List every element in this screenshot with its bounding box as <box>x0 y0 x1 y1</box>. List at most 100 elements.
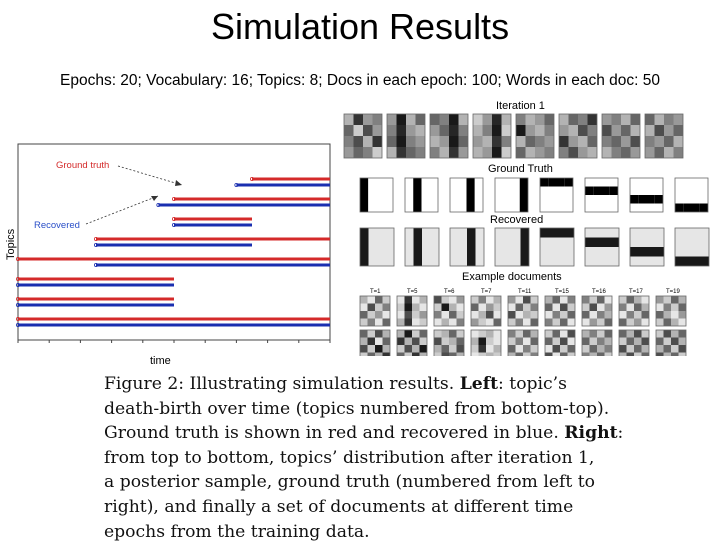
heat-cell <box>545 330 553 338</box>
heat-cell <box>589 311 597 319</box>
heat-cell <box>656 345 664 353</box>
heat-cell <box>656 330 664 338</box>
recovered-topic-grid <box>449 227 485 267</box>
heat-cell <box>655 228 664 238</box>
heat-cell <box>663 352 671 356</box>
heat-cell <box>439 147 449 158</box>
ground-truth-start-marker <box>15 316 20 321</box>
heat-cell <box>466 203 475 212</box>
heat-cell <box>367 337 375 345</box>
heat-cell <box>512 237 521 247</box>
heat-cell <box>655 256 664 266</box>
heat-cell <box>475 256 484 266</box>
heat-cell <box>360 345 368 353</box>
heat-cell <box>382 318 390 326</box>
grid-frame <box>674 227 710 267</box>
heat-cell <box>415 136 425 147</box>
heat-cell <box>675 178 684 187</box>
heat-cell <box>540 178 549 187</box>
heat-cell <box>525 147 535 158</box>
heat-cell <box>467 228 476 238</box>
heat-cell <box>475 228 484 238</box>
recovered-start-marker <box>94 243 99 248</box>
doc-time-label: T=17 <box>629 289 644 295</box>
heat-cell <box>582 337 590 345</box>
heat-cell <box>382 303 390 311</box>
heat-cell <box>449 296 457 304</box>
ground-truth-topic-grid <box>359 177 394 213</box>
heat-cell <box>360 195 369 204</box>
heat-cell <box>589 303 597 311</box>
heat-cell <box>503 186 512 195</box>
heat-cell <box>515 303 523 311</box>
heat-cell <box>375 330 383 338</box>
heat-cell <box>492 136 502 147</box>
heat-cell <box>421 178 430 187</box>
doc-time-label: T=1 <box>370 289 381 295</box>
heat-cell <box>602 147 612 158</box>
heat-cell <box>548 247 557 257</box>
heat-cell <box>560 303 568 311</box>
plot-area <box>17 143 331 341</box>
heat-cell <box>377 247 386 257</box>
ground-truth-grids <box>359 177 709 213</box>
heat-cell <box>589 345 597 353</box>
ground-truth-topic-grid <box>674 177 709 213</box>
heat-cell <box>387 136 397 147</box>
heat-cell <box>589 337 597 345</box>
grid-frame <box>449 177 484 213</box>
heat-cell <box>630 178 639 187</box>
label-recovered: Recovered <box>490 214 543 226</box>
heat-cell <box>630 228 639 238</box>
heat-cell <box>456 311 464 319</box>
heat-cell <box>344 147 354 158</box>
heat-cell <box>548 178 557 187</box>
recovered-start-marker <box>234 183 239 188</box>
heat-cell <box>593 195 602 204</box>
ground-truth-start-marker <box>15 257 20 262</box>
heat-cell <box>656 337 664 345</box>
heat-cell <box>545 296 553 304</box>
heat-cell <box>404 337 412 345</box>
heat-cell <box>597 337 605 345</box>
heat-cell <box>604 296 612 304</box>
heat-cell <box>466 195 475 204</box>
heat-cell <box>405 237 414 247</box>
heat-cell <box>508 330 516 338</box>
ground-truth-start-marker <box>249 177 254 182</box>
heat-cell <box>523 303 531 311</box>
heat-cell <box>458 247 467 257</box>
heat-cell <box>360 311 368 319</box>
heat-cell <box>478 318 486 326</box>
x-ticks <box>17 340 331 343</box>
example-document-grid <box>433 295 465 327</box>
caption-line-3a: Ground truth is shown in red and recover… <box>104 423 559 444</box>
heat-cell <box>493 318 501 326</box>
heat-cell <box>508 296 516 304</box>
heat-cell <box>673 125 683 136</box>
heat-cell <box>655 247 664 257</box>
heat-cell <box>604 352 612 356</box>
heat-cell <box>530 311 538 319</box>
heat-cell <box>545 352 553 356</box>
heat-cell <box>493 296 501 304</box>
doc-time-label: T=15 <box>555 289 570 295</box>
heat-cell <box>478 345 486 353</box>
heat-cell <box>602 125 612 136</box>
heat-cell <box>439 125 449 136</box>
heat-cell <box>450 178 459 187</box>
heat-cell <box>511 186 520 195</box>
heat-cell <box>376 186 385 195</box>
heat-cell <box>375 352 383 356</box>
heat-cell <box>475 247 484 257</box>
grid-frame <box>544 329 576 356</box>
heat-cell <box>530 330 538 338</box>
heat-cell <box>638 186 647 195</box>
heat-cell <box>360 203 369 212</box>
heat-cell <box>404 318 412 326</box>
example-document-grid <box>544 295 576 327</box>
heat-cell <box>419 318 427 326</box>
grid-frame <box>359 177 394 213</box>
heat-cell <box>683 186 692 195</box>
heat-cell <box>634 352 642 356</box>
